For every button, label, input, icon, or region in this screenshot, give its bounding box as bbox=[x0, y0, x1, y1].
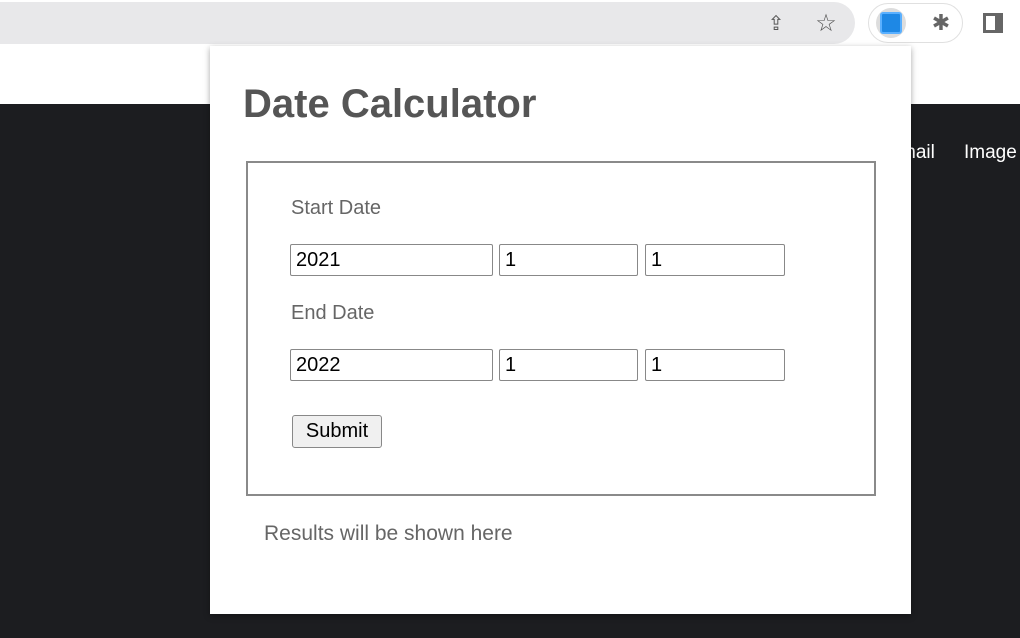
calendar-extension-icon bbox=[880, 12, 902, 34]
share-icon[interactable]: ⇪ bbox=[767, 12, 785, 35]
start-date-label: Start Date bbox=[291, 197, 382, 219]
extensions-area bbox=[868, 3, 963, 43]
start-day-input[interactable] bbox=[645, 244, 785, 276]
calendar-extension-button[interactable] bbox=[876, 8, 906, 38]
submit-button[interactable]: Submit bbox=[292, 415, 382, 448]
end-date-label: End Date bbox=[291, 302, 375, 324]
end-year-input[interactable] bbox=[290, 349, 493, 381]
browser-toolbar: ⇪ ☆ ✱ bbox=[0, 0, 1020, 46]
puzzle-icon[interactable]: ✱ bbox=[931, 10, 951, 35]
start-year-input[interactable] bbox=[290, 244, 493, 276]
start-month-input[interactable] bbox=[499, 244, 638, 276]
address-bar[interactable] bbox=[0, 2, 855, 44]
nav-link-images[interactable]: Image bbox=[964, 142, 1017, 163]
page-title: Date Calculator bbox=[243, 82, 537, 126]
star-icon[interactable]: ☆ bbox=[815, 9, 837, 37]
results-text: Results will be shown here bbox=[264, 522, 513, 545]
extension-popup: Date Calculator Start Date End Date Subm… bbox=[210, 46, 911, 614]
sidepanel-icon[interactable] bbox=[980, 10, 1006, 36]
end-day-input[interactable] bbox=[645, 349, 785, 381]
end-month-input[interactable] bbox=[499, 349, 638, 381]
date-form: Start Date End Date Submit bbox=[246, 161, 876, 496]
